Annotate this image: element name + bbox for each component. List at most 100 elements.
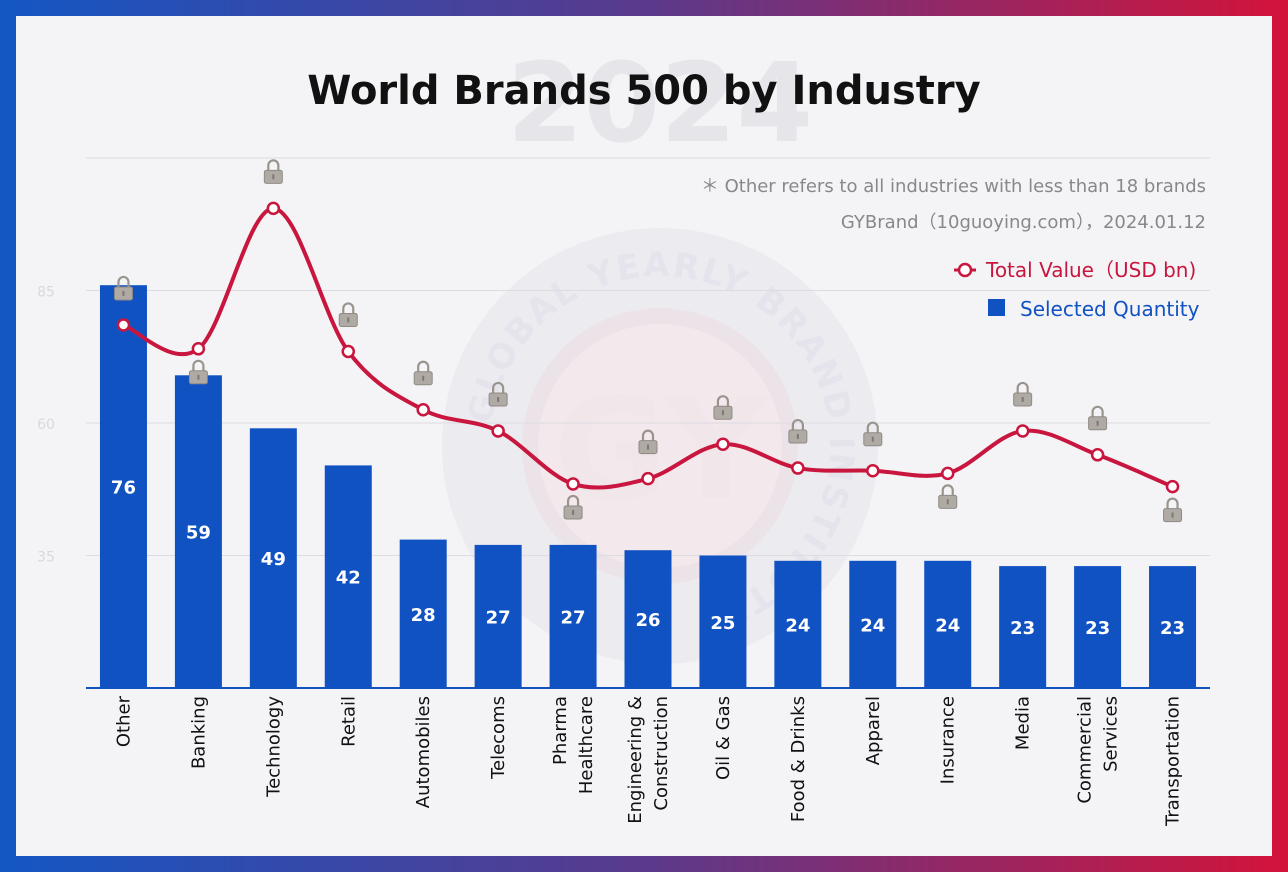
bar-value-label: 76	[111, 478, 136, 499]
line-point	[116, 318, 131, 332]
legend-bar-swatch	[988, 299, 1005, 316]
legend-line-marker	[957, 262, 973, 278]
bar-value-label: 25	[710, 613, 735, 634]
lock-icon	[113, 275, 133, 301]
bar	[549, 544, 597, 688]
category-label: Retail	[338, 696, 359, 747]
line-point	[191, 342, 206, 356]
lock-icon	[338, 302, 358, 327]
y-tick-label: 60	[37, 417, 55, 433]
bar-value-label: 27	[561, 607, 586, 628]
bar-value-label: 27	[486, 607, 511, 628]
chart-card: 2024 GLOBAL YEARLY BRAND INSTITUTE GY Wo…	[16, 16, 1272, 856]
category-label-line: Apparel	[863, 696, 884, 765]
y-tick-label: 35	[37, 550, 55, 566]
category-label-line: Pharma	[550, 696, 571, 765]
bar-value-label: 42	[336, 568, 361, 589]
lock-icon	[263, 159, 283, 184]
bar	[849, 560, 897, 688]
bar-value-label: 23	[1085, 618, 1110, 639]
bar-value-label: 23	[1160, 618, 1185, 639]
lock-icon	[863, 421, 883, 447]
category-label: Banking	[188, 696, 209, 769]
bar-value-label: 24	[785, 615, 810, 636]
bar	[399, 539, 447, 688]
value-line	[116, 201, 1180, 494]
line-point	[566, 477, 580, 491]
category-label-line: Other	[113, 695, 134, 747]
watermark-monogram: GY	[553, 369, 768, 532]
bar	[699, 555, 747, 688]
chart-title: World Brands 500 by Industry	[307, 68, 980, 114]
lock-icon	[1163, 497, 1183, 523]
line-point	[716, 437, 730, 451]
category-label: Technology	[263, 696, 284, 798]
bar-value-label: 24	[860, 615, 885, 636]
category-label: Food & Drinks	[788, 696, 809, 822]
category-label-line: Healthcare	[576, 696, 597, 794]
category-label-line: Construction	[651, 696, 672, 811]
lock-icon	[488, 381, 508, 407]
category-label-line: Retail	[338, 696, 359, 747]
lock-icon	[1013, 381, 1033, 407]
bar	[174, 375, 222, 688]
category-label: Telecoms	[488, 696, 509, 780]
lock-icon	[563, 494, 583, 520]
line-point	[791, 461, 805, 475]
legend: Total Value（USD bn) Selected Quantity	[954, 258, 1200, 321]
bar	[99, 285, 147, 688]
lock-icon	[638, 429, 658, 455]
category-label-line: Engineering &	[625, 696, 646, 824]
bar	[999, 566, 1047, 688]
line-point	[491, 424, 505, 438]
lock-icon	[188, 359, 208, 385]
bar-value-label: 59	[186, 523, 211, 544]
lock-icon	[413, 360, 433, 386]
category-label: Commercial Services	[1075, 696, 1122, 804]
watermark-seal-inner	[538, 324, 782, 568]
lock-icon	[788, 419, 808, 444]
category-labels: Other Banking Technology Retail Automobiles T…	[113, 695, 1183, 827]
category-label: Engineering & Construction	[625, 696, 672, 824]
lock-icon	[713, 395, 733, 420]
line-point	[266, 201, 281, 216]
line-point	[1165, 479, 1180, 494]
bar	[474, 544, 522, 688]
category-label: Oil & Gas	[713, 696, 734, 780]
category-label: Pharma Healthcare	[550, 696, 597, 794]
locked-values	[113, 159, 1183, 523]
line-point	[940, 466, 955, 481]
lock-icon	[938, 484, 958, 509]
line-point	[341, 344, 356, 359]
category-label: Other	[113, 695, 134, 747]
bar	[249, 428, 297, 688]
bar	[624, 550, 672, 688]
footnote: ＊ Other refers to all industries with le…	[701, 176, 1206, 197]
line-point	[641, 471, 655, 486]
bars: 76 59 49 42 28 27 27 26 25 24 24 24 23 23 23	[99, 285, 1197, 688]
chart: 2024 GLOBAL YEARLY BRAND INSTITUTE GY Wo…	[37, 39, 1210, 827]
category-label: Insurance	[938, 696, 959, 784]
bar	[1074, 566, 1122, 688]
bar-value-label: 26	[635, 610, 660, 631]
category-label-line: Transportation	[1163, 696, 1184, 827]
category-label-line: Telecoms	[488, 696, 509, 780]
category-label: Media	[1013, 696, 1034, 750]
category-label: Transportation	[1163, 696, 1184, 827]
category-label-line: Automobiles	[413, 696, 434, 808]
category-label-line: Services	[1101, 696, 1122, 772]
category-label-line: Banking	[188, 696, 209, 769]
category-label-line: Technology	[263, 696, 284, 798]
category-label: Apparel	[863, 696, 884, 765]
category-label-line: Insurance	[938, 696, 959, 784]
category-label-line: Media	[1013, 696, 1034, 750]
legend-line-label: Total Value（USD bn)	[985, 258, 1196, 282]
line-point	[866, 463, 880, 478]
lock-icon	[1088, 405, 1108, 431]
bar	[324, 465, 372, 688]
category-label-line: Oil & Gas	[713, 696, 734, 780]
bar	[924, 560, 972, 688]
watermark-year: 2024	[507, 39, 813, 167]
legend-bar-label: Selected Quantity	[1020, 297, 1200, 321]
line-point	[1015, 424, 1030, 438]
